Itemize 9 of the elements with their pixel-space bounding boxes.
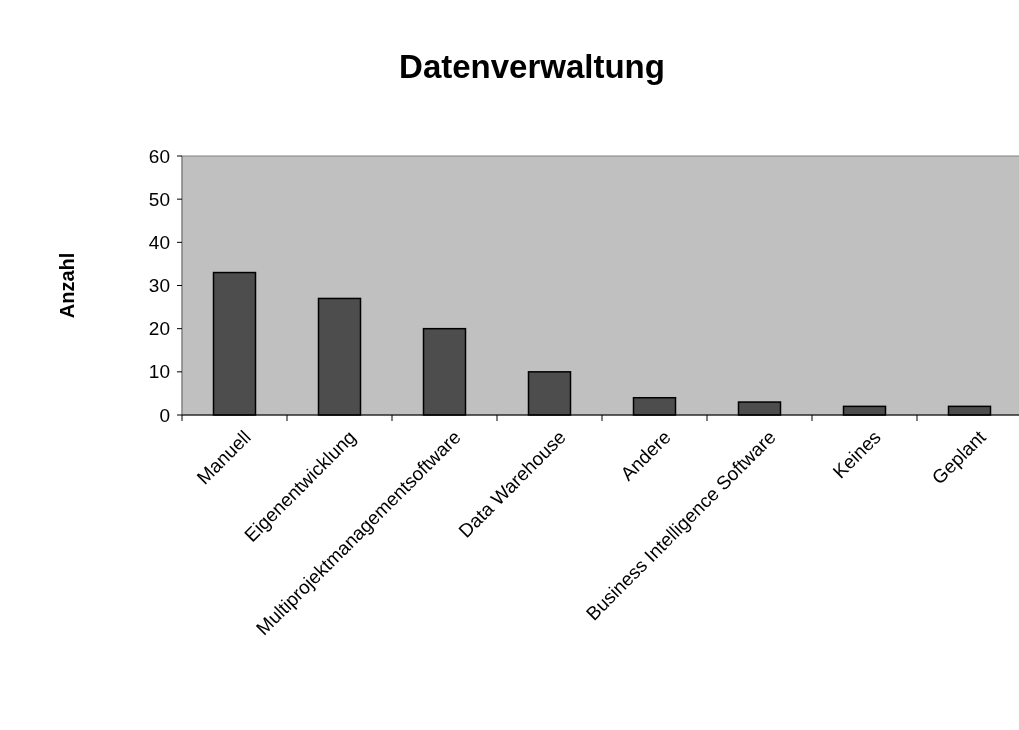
y-tick-label: 30 — [148, 275, 170, 297]
y-tick-label: 60 — [148, 145, 170, 167]
y-tick-label: 10 — [148, 361, 170, 383]
y-tick-label: 0 — [159, 404, 170, 426]
y-tick-label: 20 — [148, 318, 170, 340]
chart-title: Datenverwaltung — [399, 48, 665, 85]
y-tick-label: 50 — [148, 188, 170, 210]
y-axis-title: Anzahl — [56, 252, 78, 319]
y-tick-label: 40 — [148, 231, 170, 253]
